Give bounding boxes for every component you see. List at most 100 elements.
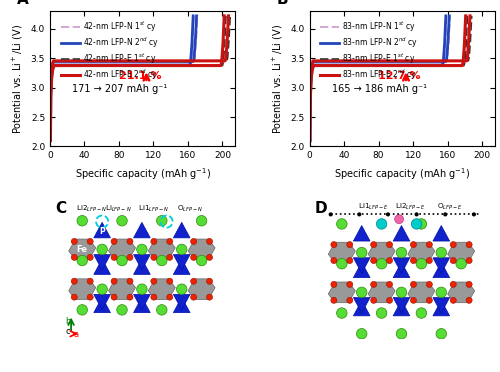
Circle shape xyxy=(156,215,167,226)
Circle shape xyxy=(436,247,446,258)
Circle shape xyxy=(416,259,426,269)
Circle shape xyxy=(370,241,376,248)
Circle shape xyxy=(117,255,128,266)
Text: Li1$_{LFP-E}$: Li1$_{LFP-E}$ xyxy=(358,202,389,212)
Circle shape xyxy=(356,287,367,298)
Polygon shape xyxy=(148,279,176,299)
Circle shape xyxy=(196,255,207,266)
Polygon shape xyxy=(368,282,395,303)
Circle shape xyxy=(436,287,446,298)
Circle shape xyxy=(190,254,196,260)
Polygon shape xyxy=(354,298,370,313)
Circle shape xyxy=(166,254,173,260)
Polygon shape xyxy=(148,239,176,260)
Circle shape xyxy=(87,294,93,300)
Polygon shape xyxy=(174,259,190,275)
Circle shape xyxy=(450,281,456,288)
Circle shape xyxy=(136,244,147,255)
Circle shape xyxy=(386,212,390,217)
Polygon shape xyxy=(408,242,435,263)
Circle shape xyxy=(151,238,157,244)
Circle shape xyxy=(396,247,406,258)
Circle shape xyxy=(370,257,376,264)
Polygon shape xyxy=(433,262,450,278)
Circle shape xyxy=(127,254,133,260)
Text: c: c xyxy=(66,327,70,336)
Polygon shape xyxy=(433,300,450,316)
Polygon shape xyxy=(328,282,355,303)
Circle shape xyxy=(331,257,337,264)
Circle shape xyxy=(328,212,332,217)
Text: 165 → 186 mAh g⁻¹: 165 → 186 mAh g⁻¹ xyxy=(332,84,427,94)
Circle shape xyxy=(336,219,347,229)
Polygon shape xyxy=(134,297,150,312)
Circle shape xyxy=(87,238,93,244)
Text: O$_{LFP-N}$: O$_{LFP-N}$ xyxy=(177,204,204,214)
Circle shape xyxy=(176,244,187,255)
Circle shape xyxy=(356,247,367,258)
Circle shape xyxy=(466,297,472,303)
Circle shape xyxy=(196,215,207,226)
Text: Li1$_{LFP-N}$: Li1$_{LFP-N}$ xyxy=(138,204,170,214)
Polygon shape xyxy=(354,258,370,273)
Polygon shape xyxy=(408,282,435,303)
Circle shape xyxy=(450,297,456,303)
Text: b: b xyxy=(65,317,70,326)
Circle shape xyxy=(111,294,117,300)
Circle shape xyxy=(190,238,196,244)
Text: B: B xyxy=(276,0,288,7)
Circle shape xyxy=(87,254,93,260)
Circle shape xyxy=(151,294,157,300)
Circle shape xyxy=(331,281,337,288)
Polygon shape xyxy=(94,259,110,275)
Polygon shape xyxy=(68,239,96,260)
Circle shape xyxy=(72,294,78,300)
Circle shape xyxy=(117,215,128,226)
Polygon shape xyxy=(328,242,355,263)
Circle shape xyxy=(72,278,78,284)
Circle shape xyxy=(416,308,426,318)
Polygon shape xyxy=(393,262,410,278)
Polygon shape xyxy=(448,282,474,303)
Text: 171 → 207 mAh g⁻¹: 171 → 207 mAh g⁻¹ xyxy=(72,84,168,94)
Polygon shape xyxy=(174,294,190,310)
Circle shape xyxy=(443,212,448,217)
Circle shape xyxy=(466,241,472,248)
Circle shape xyxy=(426,297,432,303)
Text: a: a xyxy=(74,330,78,339)
Circle shape xyxy=(136,284,147,294)
Circle shape xyxy=(166,278,173,284)
Circle shape xyxy=(426,257,432,264)
Circle shape xyxy=(386,297,392,303)
Circle shape xyxy=(386,257,392,264)
Circle shape xyxy=(117,305,128,315)
Circle shape xyxy=(206,254,212,260)
Circle shape xyxy=(97,244,108,255)
Circle shape xyxy=(151,278,157,284)
Circle shape xyxy=(97,284,108,294)
Polygon shape xyxy=(94,222,110,238)
Circle shape xyxy=(426,241,432,248)
Circle shape xyxy=(396,287,406,298)
Text: 12.7 %: 12.7 % xyxy=(378,71,420,81)
Circle shape xyxy=(347,297,353,303)
Circle shape xyxy=(386,281,392,288)
Circle shape xyxy=(77,215,88,226)
Text: P: P xyxy=(100,227,105,236)
Legend: 42-nm LFP-N 1$^{st}$ cy, 42-nm LFP-N 2$^{nd}$ cy, 42-nm LFP-E 1$^{st}$ cy, 42-nm: 42-nm LFP-N 1$^{st}$ cy, 42-nm LFP-N 2$^… xyxy=(58,16,162,84)
Circle shape xyxy=(127,294,133,300)
Polygon shape xyxy=(94,254,110,270)
Circle shape xyxy=(394,215,404,224)
Polygon shape xyxy=(108,239,136,260)
Polygon shape xyxy=(433,225,450,241)
Text: D: D xyxy=(315,201,328,215)
Circle shape xyxy=(111,238,117,244)
Circle shape xyxy=(347,241,353,248)
Circle shape xyxy=(396,328,406,339)
Circle shape xyxy=(156,305,167,315)
Circle shape xyxy=(111,254,117,260)
Polygon shape xyxy=(68,279,96,299)
Circle shape xyxy=(370,297,376,303)
Circle shape xyxy=(72,254,78,260)
Circle shape xyxy=(206,278,212,284)
